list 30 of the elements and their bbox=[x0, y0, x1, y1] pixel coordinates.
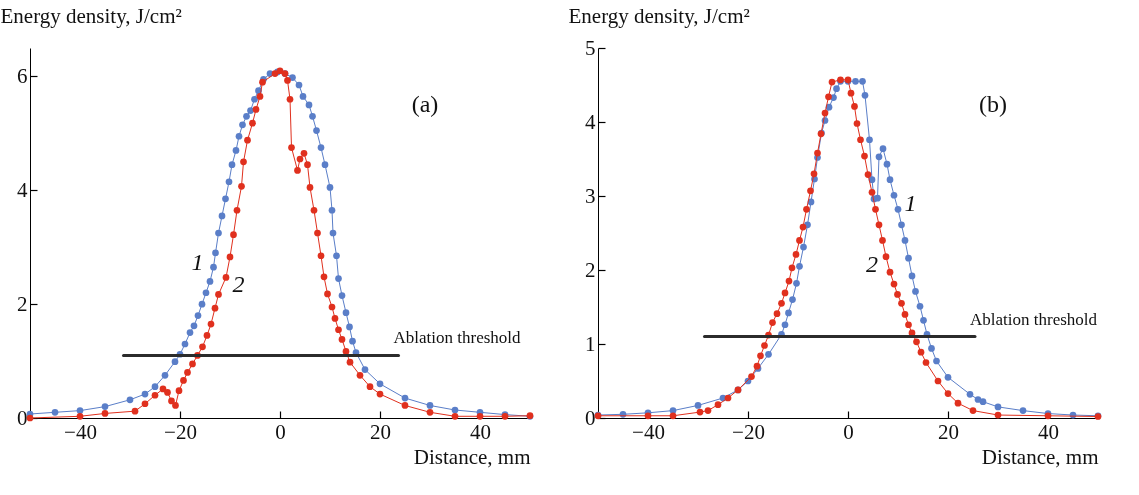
series-label: Ablation threshold bbox=[393, 328, 522, 348]
x-axis-title: Distance, mm bbox=[981, 444, 1099, 469]
y-tick-label: 4 bbox=[17, 177, 28, 202]
y-tick-label: 3 bbox=[585, 183, 596, 208]
y-axis-title: Energy density, J/cm² bbox=[0, 3, 182, 28]
x-tick-label: 20 bbox=[370, 419, 391, 444]
x-tick-label: 40 bbox=[1038, 419, 1059, 444]
series-label: 1 bbox=[904, 190, 917, 217]
x-tick-label: 20 bbox=[938, 419, 959, 444]
y-tick-label: 2 bbox=[585, 257, 596, 282]
annotation: (b) bbox=[979, 91, 1007, 118]
series-label: 1 bbox=[191, 248, 204, 275]
x-axis-title: Distance, mm bbox=[413, 444, 531, 469]
y-tick-label: 1 bbox=[585, 331, 596, 356]
x-tick-label: −20 bbox=[732, 419, 765, 444]
x-tick-label: 0 bbox=[843, 419, 854, 444]
y-tick-label: 2 bbox=[17, 291, 28, 316]
series-label: 2 bbox=[866, 250, 878, 277]
series-label: Ablation threshold bbox=[970, 309, 1098, 329]
y-tick-label: 5 bbox=[585, 35, 596, 60]
annotation: (a) bbox=[411, 91, 439, 118]
x-tick-label: 40 bbox=[470, 419, 491, 444]
x-tick-label: 0 bbox=[275, 419, 286, 444]
x-tick-label: −20 bbox=[164, 419, 197, 444]
x-tick-label: −40 bbox=[64, 419, 97, 444]
series-label: 2 bbox=[232, 270, 245, 297]
y-tick-label: 4 bbox=[585, 109, 596, 134]
x-tick-label: −40 bbox=[632, 419, 665, 444]
y-tick-label: 6 bbox=[17, 63, 28, 88]
y-axis-title: Energy density, J/cm² bbox=[568, 3, 750, 28]
